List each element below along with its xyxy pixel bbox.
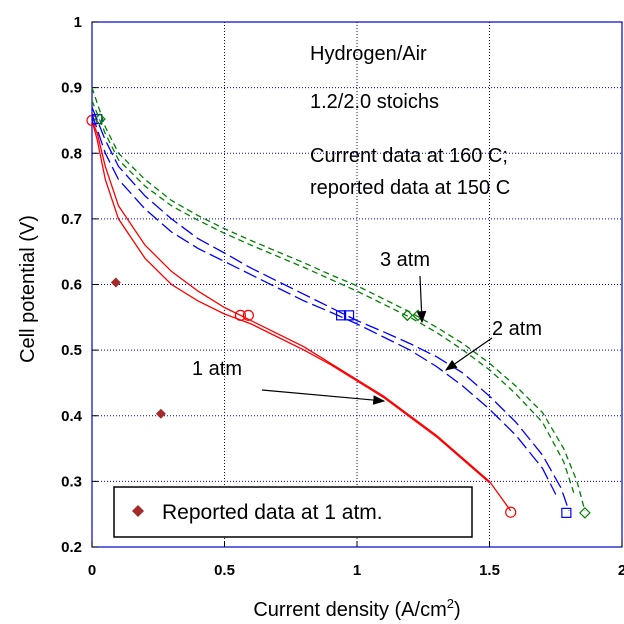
- y-tick-label: 0.9: [61, 80, 82, 97]
- series-1-marker-1: [336, 310, 347, 321]
- x-tick-label: 0: [88, 562, 96, 579]
- legend-box: [113, 486, 473, 538]
- legend-label: Reported data at 1 atm.: [162, 501, 383, 524]
- label-2-atm: 2 atm: [492, 318, 542, 340]
- annotation-stoichs: 1.2/2.0 stoichs: [310, 91, 439, 113]
- x-tick-label: 0.5: [214, 562, 235, 579]
- series-1-marker-2: [343, 310, 355, 321]
- annotation-gas: Hydrogen/Air: [310, 43, 427, 65]
- series-0-marker-1: [234, 309, 246, 321]
- x-axis-title-main: Current density (A/cm: [253, 599, 446, 621]
- x-axis-title: Current density (A/cm2): [253, 596, 460, 621]
- label-3-atm: 3 atm: [380, 249, 430, 271]
- grid-lines: [92, 22, 622, 547]
- series-2-marker-3: [579, 507, 591, 519]
- arrow-3-atm: [416, 275, 427, 324]
- x-tick-label: 1.5: [479, 562, 500, 579]
- reported-point-0: [110, 277, 121, 288]
- series-1-curve-0: [91, 107, 570, 512]
- y-tick-label: 0.5: [61, 342, 82, 359]
- annotation-current-data: Current data at 160 C;: [310, 145, 508, 167]
- series-2-curve-0: [91, 87, 586, 512]
- x-tick-label: 1: [353, 562, 361, 579]
- y-tick-label: 0.8: [61, 145, 82, 162]
- y-tick-label: 0.2: [61, 539, 82, 556]
- label-1-atm: 1 atm: [192, 358, 242, 380]
- series-0-marker-3: [505, 506, 517, 518]
- series-0-curve-0: [91, 120, 512, 512]
- series-0-marker-2: [242, 309, 254, 321]
- arrow-2-atm: [445, 337, 493, 371]
- reported-point-1: [155, 408, 166, 419]
- y-tick-label: 0.7: [61, 211, 82, 228]
- series-2-marker-0: [94, 113, 106, 125]
- annotation-reported-data: reported data at 150 C: [310, 177, 510, 199]
- series-1-curve-1: [91, 113, 557, 495]
- series-2-marker-1: [401, 309, 414, 322]
- x-axis-title-end: ): [454, 599, 461, 621]
- axis-ticks: 0 0.5 1 1.5 2 0.2 0.3 0.4 0.5 0.6 0.7 0.8 0.9 1: [61, 14, 624, 579]
- series-1-marker-3: [561, 507, 572, 518]
- series-0-curve-1: [91, 120, 490, 484]
- x-axis-title-superscript: 2: [447, 596, 454, 611]
- y-tick-label: 0.3: [61, 473, 82, 490]
- y-tick-label: 0.6: [61, 277, 82, 294]
- y-tick-label: 0.4: [61, 408, 83, 425]
- series-layer: [86, 87, 591, 519]
- legend-marker: [132, 505, 144, 517]
- x-tick-label: 2: [618, 562, 624, 579]
- y-tick-label: 1: [74, 14, 82, 31]
- y-axis-title: Cell potential (V): [17, 215, 39, 363]
- arrow-1-atm: [261, 389, 386, 405]
- series-2-curve-1: [91, 100, 575, 495]
- legend: Reported data at 1 atm.: [113, 486, 473, 538]
